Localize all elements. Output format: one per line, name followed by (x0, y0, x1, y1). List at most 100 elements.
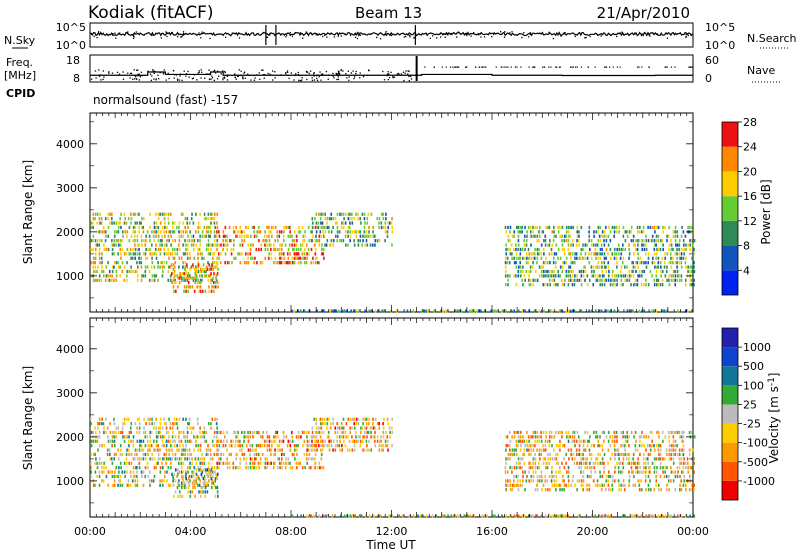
range-cell (597, 274, 599, 278)
range-cell (247, 430, 249, 435)
range-cell (681, 430, 683, 435)
range-cell (368, 448, 370, 452)
range-cell (190, 217, 193, 221)
range-cell (567, 435, 570, 439)
range-cell (272, 439, 275, 443)
range-cell (571, 479, 574, 483)
range-cell (195, 269, 197, 274)
range-cell (95, 457, 97, 461)
range-cell (301, 430, 304, 435)
range-cell (647, 483, 650, 487)
noise-search-dot (98, 31, 100, 33)
range-cell (628, 435, 630, 439)
range-cell (181, 272, 184, 276)
noise-search-dot (610, 34, 612, 37)
range-cell (471, 309, 473, 313)
range-cell (452, 514, 455, 518)
range-cell (615, 256, 618, 260)
range-cell (188, 448, 191, 452)
nave-dot (333, 77, 335, 79)
range-cell (601, 274, 604, 278)
range-cell (553, 269, 555, 274)
range-cell (551, 466, 553, 470)
range-cell (295, 234, 298, 238)
range-cell (546, 466, 549, 470)
range-cell (359, 239, 361, 243)
range-cell (239, 225, 242, 230)
range-cell (193, 276, 196, 280)
range-cell (191, 285, 194, 289)
range-cell (241, 234, 243, 238)
range-cell (204, 481, 206, 485)
range-cell (159, 221, 162, 225)
range-cell (115, 430, 117, 435)
range-cell (270, 230, 272, 234)
range-cell (543, 274, 545, 278)
range-cell (177, 448, 180, 452)
range-cell (580, 278, 583, 282)
range-cell (521, 278, 523, 282)
noise-search-dot (521, 36, 523, 39)
range-cell (588, 239, 590, 243)
range-cell (662, 230, 664, 234)
range-cell (329, 426, 332, 430)
range-cell (210, 217, 212, 221)
range-cell (232, 439, 235, 443)
range-cell (659, 452, 662, 457)
nave-dot (162, 71, 165, 74)
range-cell (208, 470, 210, 474)
range-cell (92, 439, 95, 443)
range-cell (536, 239, 539, 243)
nave-dot (619, 66, 621, 68)
range-cell (685, 247, 687, 252)
range-cell (638, 461, 641, 465)
range-cell (507, 457, 509, 461)
range-cell (182, 444, 184, 448)
nave-dot (308, 72, 310, 75)
range-cell (197, 269, 200, 274)
range-cell (655, 256, 657, 260)
range-cell (613, 256, 616, 260)
range-cell (149, 239, 151, 243)
range-cell (532, 474, 535, 479)
range-cell (651, 444, 653, 448)
range-cell (172, 263, 175, 267)
nave-dot (396, 73, 398, 75)
range-cell (291, 234, 293, 238)
range-cell (633, 252, 635, 256)
range-cell (197, 252, 199, 256)
noise-search-dot (180, 36, 182, 38)
range-cell (674, 488, 676, 492)
range-cell (540, 474, 543, 479)
range-cell (417, 514, 419, 518)
range-cell (104, 230, 107, 234)
range-cell (337, 309, 340, 313)
range-cell (674, 452, 677, 457)
power-ylabel: Slant Range [km] (21, 160, 35, 264)
nave-dot (258, 72, 260, 74)
range-cell (590, 309, 593, 313)
range-cell (98, 461, 101, 465)
range-cell (327, 435, 330, 439)
nave-dot (347, 70, 349, 72)
range-cell (94, 212, 97, 216)
noise-left-tick-top: 10^5 (56, 21, 86, 34)
range-cell (157, 234, 160, 238)
range-cell (145, 234, 148, 238)
range-cell (561, 239, 563, 243)
range-cell (195, 477, 198, 481)
range-cell (164, 470, 166, 474)
range-cell (567, 466, 570, 470)
range-cell (228, 444, 231, 448)
nave-dot (196, 79, 198, 81)
range-cell (354, 514, 357, 518)
range-cell (105, 417, 107, 421)
nave-dot (256, 74, 258, 76)
range-cell (333, 439, 335, 443)
range-cell (534, 309, 536, 313)
range-cell (291, 309, 293, 313)
range-cell (235, 439, 237, 443)
nave-dot (402, 71, 405, 73)
range-cell (216, 221, 218, 225)
range-cell (576, 225, 579, 230)
